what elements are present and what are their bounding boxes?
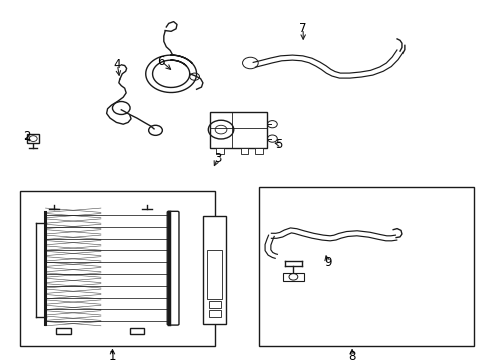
Bar xyxy=(216,148,224,154)
Bar xyxy=(208,301,220,308)
FancyBboxPatch shape xyxy=(167,211,179,325)
Text: 1: 1 xyxy=(108,350,116,360)
Bar xyxy=(255,148,263,154)
Bar xyxy=(203,216,226,324)
Bar xyxy=(259,187,473,346)
Text: 5: 5 xyxy=(274,138,282,150)
Text: 7: 7 xyxy=(299,22,306,35)
Text: 3: 3 xyxy=(213,152,221,165)
Text: 9: 9 xyxy=(323,256,331,269)
Text: 6: 6 xyxy=(157,55,165,68)
Bar xyxy=(240,148,248,154)
Text: 2: 2 xyxy=(23,130,31,143)
Bar xyxy=(206,250,222,299)
Bar xyxy=(20,191,215,346)
Bar xyxy=(129,328,144,334)
Bar xyxy=(282,273,304,281)
Text: 4: 4 xyxy=(113,58,121,71)
Bar xyxy=(56,328,71,334)
Bar xyxy=(27,134,39,143)
Bar xyxy=(210,112,266,148)
Text: 8: 8 xyxy=(347,350,355,360)
Bar xyxy=(208,310,220,317)
